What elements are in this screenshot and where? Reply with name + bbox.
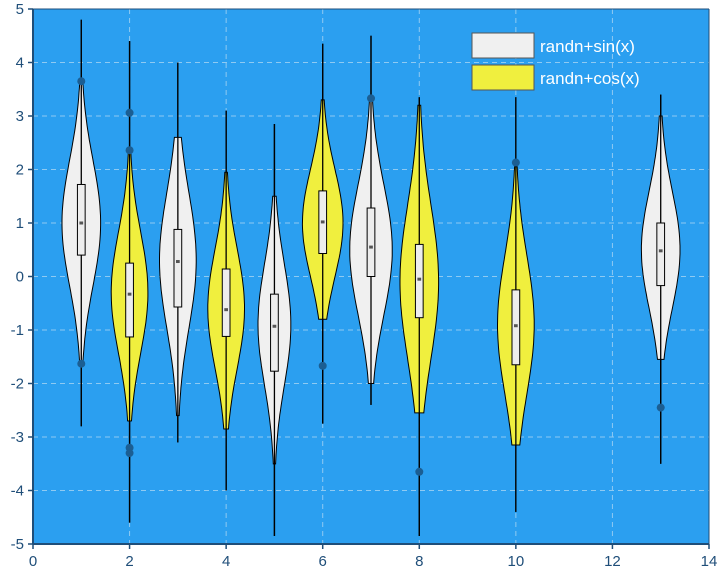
legend-swatch (471, 32, 535, 59)
y-tick-label: 4 (16, 55, 24, 72)
legend-item-1: randn+sin(x) (471, 32, 635, 59)
outlier-point (125, 146, 134, 155)
y-tick-label: 1 (16, 215, 24, 232)
violin-group (61, 19, 102, 427)
violin-group (497, 97, 535, 512)
box-iqr (414, 243, 424, 319)
y-tick-label: 3 (16, 108, 24, 125)
legend-label: randn+cos(x) (540, 69, 640, 88)
violin-group (349, 35, 393, 405)
box-iqr (125, 262, 134, 338)
violin-series-2 (110, 41, 535, 536)
outlier-point (367, 94, 375, 103)
legend: randn+sin(x) randn+cos(x) (471, 32, 640, 91)
violin-group (301, 43, 344, 424)
box-iqr (173, 228, 183, 308)
outlier-point (125, 449, 134, 458)
outlier-point (656, 403, 665, 412)
y-tick-label: -4 (11, 483, 24, 500)
violin-group (110, 41, 149, 523)
violin-group (257, 124, 292, 536)
x-tick-label: 2 (125, 553, 133, 570)
box-iqr (656, 222, 666, 287)
x-tick-label: 12 (604, 553, 621, 570)
box-iqr (511, 289, 521, 366)
violin-group (159, 62, 197, 443)
x-tick-label: 14 (701, 553, 718, 570)
x-tick-label: 4 (222, 553, 230, 570)
x-tick-label: 0 (29, 553, 37, 570)
violin-series (61, 19, 681, 536)
outlier-point (77, 77, 86, 86)
legend-swatch (471, 64, 535, 91)
box-iqr (221, 268, 231, 337)
outlier-point (77, 359, 86, 368)
y-tick-label: -3 (11, 429, 24, 446)
outlier-point (415, 467, 424, 476)
violin-series-1 (61, 19, 681, 536)
y-tick-label: 0 (16, 269, 24, 286)
violin-group (207, 110, 245, 491)
y-tick-label: -2 (11, 376, 24, 393)
x-tick-label: 8 (415, 553, 423, 570)
box-iqr (366, 207, 376, 278)
violin-group (640, 94, 681, 464)
y-tick-label: 5 (16, 1, 24, 18)
y-tick-label: -5 (11, 536, 24, 553)
y-tick-label: -1 (11, 322, 24, 339)
outlier-point (318, 361, 327, 370)
violin-group (399, 97, 440, 536)
legend-item-2: randn+cos(x) (471, 64, 640, 91)
outlier-point (511, 158, 520, 167)
outlier-point (125, 108, 134, 117)
y-tick-label: 2 (16, 162, 24, 179)
legend-label: randn+sin(x) (540, 37, 635, 56)
box-iqr (76, 183, 86, 256)
box-iqr (270, 293, 279, 372)
x-tick-label: 10 (508, 553, 525, 570)
x-tick-label: 6 (319, 553, 327, 570)
